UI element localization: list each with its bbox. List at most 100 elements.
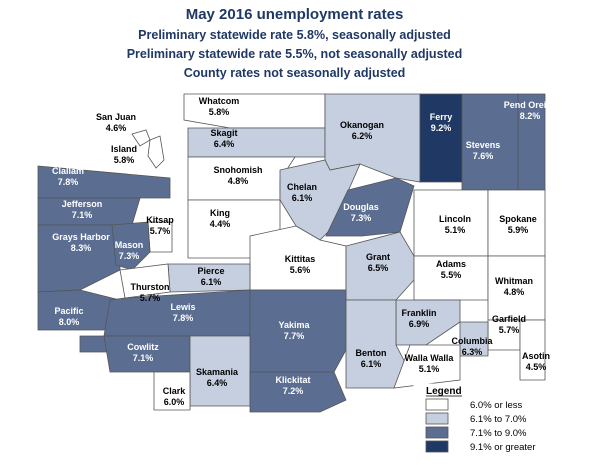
county-rate-king: 4.4% <box>210 219 231 229</box>
legend-swatch-c3 <box>425 426 449 439</box>
county-name-grant: Grant <box>366 252 390 262</box>
county-rate-lincoln: 5.1% <box>445 225 466 235</box>
county-island <box>147 135 165 169</box>
county-name-klickitat: Klickitat <box>275 375 310 385</box>
county-rate-thurston: 5.7% <box>140 293 161 303</box>
county-name-wahkiakum: Wahkiakum <box>60 370 110 380</box>
county-name-adams: Adams <box>436 259 466 269</box>
county-mason <box>111 221 151 271</box>
county-name-clark: Clark <box>163 386 187 396</box>
county-name-king: King <box>210 208 230 218</box>
county-name-columbia: Columbia <box>451 336 493 346</box>
county-name-stevens: Stevens <box>466 140 501 150</box>
legend-label-c3: 7.1% to 9.0% <box>470 428 527 439</box>
county-name-grays-harbor: Grays Harbor <box>52 232 110 242</box>
county-rate-whatcom: 5.8% <box>209 107 230 117</box>
county-name-spokane: Spokane <box>499 214 537 224</box>
county-rate-ferry: 9.2% <box>431 123 452 133</box>
county-rate-pacific: 8.0% <box>59 317 80 327</box>
county-name-lincoln: Lincoln <box>439 214 471 224</box>
legend-swatch-c4 <box>425 440 449 453</box>
county-rate-kittitas: 5.6% <box>290 265 311 275</box>
county-rate-clallam: 7.8% <box>58 177 79 187</box>
county-name-yakima: Yakima <box>278 320 310 330</box>
county-rate-benton: 6.1% <box>361 359 382 369</box>
county-rate-pierce: 6.1% <box>201 277 222 287</box>
county-rate-wahkiakum: 8.5% <box>75 381 96 391</box>
county-rate-columbia: 6.3% <box>462 347 483 357</box>
county-name-garfield: Garfield <box>492 314 526 324</box>
county-rate-mason: 7.3% <box>119 251 140 261</box>
county-name-kitsap: Kitsap <box>146 215 174 225</box>
county-rate-grays-harbor: 8.3% <box>71 243 92 253</box>
map-title: May 2016 unemployment rates <box>185 6 404 23</box>
legend-swatch-c2 <box>425 412 449 425</box>
county-rate-douglas: 7.3% <box>351 213 372 223</box>
county-name-clallam: Clallam <box>52 166 84 176</box>
county-thurston <box>119 263 171 299</box>
county-name-lewis: Lewis <box>170 302 195 312</box>
county-name-skamania: Skamania <box>196 367 239 377</box>
county-walla-walla <box>393 344 461 389</box>
county-shapes <box>37 93 546 413</box>
county-name-kittitas: Kittitas <box>285 254 316 264</box>
county-rate-grant: 6.5% <box>368 263 389 273</box>
legend-label-c1: 6.0% or less <box>470 400 523 411</box>
legend: Legend 6.0% or less 6.1% to 7.0% 7.1% to 9.… <box>413 383 565 457</box>
county-clark <box>153 371 191 411</box>
county-rate-spokane: 5.9% <box>508 225 529 235</box>
county-rate-pend-oreille: 8.2% <box>520 111 541 121</box>
county-rate-cowlitz: 7.1% <box>133 353 154 363</box>
county-name-skagit: Skagit <box>210 128 237 138</box>
county-rate-chelan: 6.1% <box>292 193 313 203</box>
legend-label-c2: 6.1% to 7.0% <box>470 414 527 425</box>
county-rate-snohomish: 4.8% <box>228 176 249 186</box>
subtitle-not-seasonally-adjusted: Preliminary statewide rate 5.5%, not sea… <box>126 47 463 61</box>
county-name-pend-oreille: Pend Oreille <box>504 100 557 110</box>
county-name-walla-walla: Walla Walla <box>405 353 455 363</box>
county-name-whatcom: Whatcom <box>199 96 240 106</box>
county-name-franklin: Franklin <box>401 308 436 318</box>
county-name-snohomish: Snohomish <box>214 165 263 175</box>
county-name-cowlitz: Cowlitz <box>127 342 159 352</box>
legend-swatch-c1 <box>425 398 449 411</box>
county-skagit <box>187 127 326 158</box>
county-rate-yakima: 7.7% <box>284 331 305 341</box>
county-name-okanogan: Okanogan <box>340 120 384 130</box>
county-name-ferry: Ferry <box>430 112 453 122</box>
county-rate-whitman: 4.8% <box>504 287 525 297</box>
county-name-chelan: Chelan <box>287 182 317 192</box>
county-rate-island: 5.8% <box>114 155 135 165</box>
county-rate-lewis: 7.8% <box>173 313 194 323</box>
county-rate-skamania: 6.4% <box>207 378 228 388</box>
county-rate-san-juan: 4.6% <box>106 123 127 133</box>
subtitle-county-rates: County rates not seasonally adjusted <box>183 66 406 80</box>
county-name-benton: Benton <box>356 348 387 358</box>
county-rate-skagit: 6.4% <box>214 139 235 149</box>
county-name-thurston: Thurston <box>131 282 170 292</box>
county-name-jefferson: Jefferson <box>62 199 103 209</box>
county-name-douglas: Douglas <box>343 202 379 212</box>
county-asotin <box>519 319 546 381</box>
county-name-pacific: Pacific <box>54 306 83 316</box>
county-name-mason: Mason <box>115 240 144 250</box>
county-ferry <box>419 93 463 183</box>
county-name-island: Island <box>111 144 137 154</box>
county-clallam <box>37 165 171 199</box>
county-name-asotin: Asotin <box>522 351 550 361</box>
county-klickitat <box>249 371 347 413</box>
county-name-whitman: Whitman <box>495 276 533 286</box>
county-rate-garfield: 5.7% <box>499 325 520 335</box>
county-rate-adams: 5.5% <box>441 270 462 280</box>
county-rate-kitsap: 5.7% <box>150 226 171 236</box>
county-grays-harbor <box>37 224 121 293</box>
county-rate-stevens: 7.6% <box>473 151 494 161</box>
county-rate-clark: 6.0% <box>164 397 185 407</box>
county-name-pierce: Pierce <box>197 266 224 276</box>
county-rate-franklin: 6.9% <box>409 319 430 329</box>
county-name-san-juan: San Juan <box>96 112 136 122</box>
county-rate-jefferson: 7.1% <box>72 210 93 220</box>
county-rate-asotin: 4.5% <box>526 362 547 372</box>
county-rate-okanogan: 6.2% <box>352 131 373 141</box>
